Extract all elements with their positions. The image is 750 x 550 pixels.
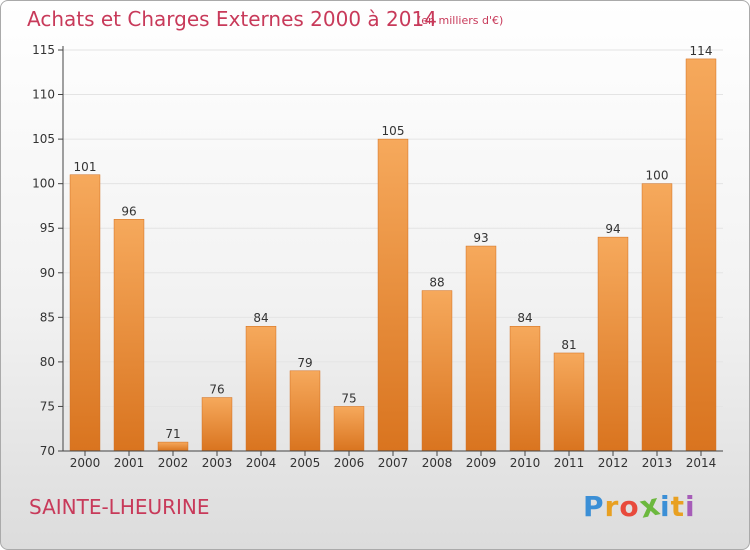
x-tick-label: 2001 [114,456,145,470]
logo-letter: r [604,490,620,523]
y-tick-label: 105 [32,132,55,146]
bar [157,441,189,452]
bar [597,236,629,452]
logo-letter: i [659,490,671,523]
bar-value-label: 88 [429,276,444,290]
x-tick-label: 2014 [686,456,717,470]
bar-value-label: 76 [209,383,224,397]
logo-letter: i [684,490,696,523]
bar [245,325,277,452]
bar [289,370,321,452]
x-tick-label: 2009 [466,456,497,470]
bar-value-label: 71 [165,427,180,441]
x-tick-label: 2002 [158,456,189,470]
x-tick-label: 2000 [70,456,101,470]
bar-value-label: 79 [297,356,312,370]
x-tick-label: 2008 [422,456,453,470]
bar-value-label: 81 [561,338,576,352]
y-tick-label: 100 [32,177,55,191]
x-tick-label: 2005 [290,456,321,470]
bar [553,352,585,452]
chart-title: Achats et Charges Externes 2000 à 2014 [27,7,437,31]
bar [465,245,497,452]
y-tick-label: 95 [40,221,55,235]
y-tick-label: 70 [40,444,55,458]
x-tick-label: 2010 [510,456,541,470]
bar [201,397,233,452]
y-tick-label: 80 [40,355,55,369]
y-tick-label: 85 [40,310,55,324]
bar-value-label: 114 [690,44,713,58]
bar [333,406,365,452]
bar [641,183,673,452]
bar-value-label: 96 [121,204,136,218]
place-name: SAINTE-LHEURINE [29,495,210,519]
bar-value-label: 100 [646,169,669,183]
bar [113,219,145,452]
x-tick-label: 2013 [642,456,673,470]
bar [509,325,541,452]
x-tick-label: 2007 [378,456,409,470]
bar-value-label: 84 [517,311,532,325]
bar-value-label: 101 [74,160,97,174]
bar-value-label: 94 [605,222,620,236]
bar [421,290,453,452]
logo-letter: o [619,490,640,523]
logo-letter: P [583,490,605,523]
x-tick-label: 2003 [202,456,233,470]
bar-value-label: 93 [473,231,488,245]
x-tick-label: 2011 [554,456,585,470]
bar [377,138,409,452]
y-tick-label: 75 [40,399,55,413]
y-tick-label: 90 [40,266,55,280]
logo-letter: t [670,490,685,523]
y-tick-label: 110 [32,88,55,102]
bar-value-label: 105 [382,124,405,138]
proxiti-logo: Proxiti [583,487,696,525]
chart-subtitle: (en milliers d'€) [417,14,504,27]
x-tick-label: 2004 [246,456,277,470]
bar [69,174,101,452]
bar-value-label: 75 [341,391,356,405]
x-tick-label: 2006 [334,456,365,470]
y-tick-label: 115 [32,43,55,57]
bar-value-label: 84 [253,311,268,325]
x-tick-label: 2012 [598,456,629,470]
bar [685,58,717,452]
